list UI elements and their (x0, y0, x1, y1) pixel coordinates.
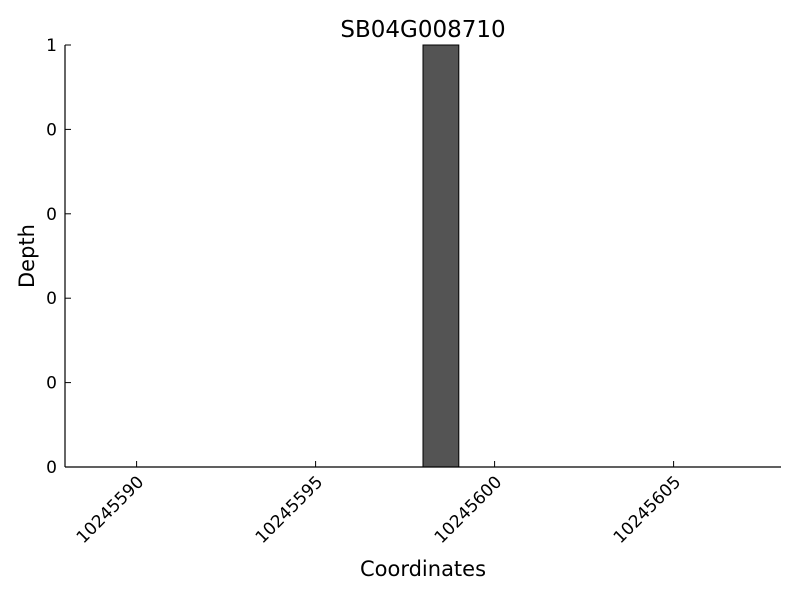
y-tick-label: 0 (46, 374, 57, 394)
y-tick-label: 0 (46, 120, 57, 140)
chart-title: SB04G008710 (340, 17, 505, 43)
y-tick-label: 0 (46, 289, 57, 309)
y-tick-label: 0 (46, 458, 57, 478)
y-axis-label: Depth (15, 224, 39, 288)
x-tick-label: 10245590 (73, 472, 148, 547)
x-tick-label: 10245600 (431, 472, 506, 547)
y-tick-label: 0 (46, 205, 57, 225)
x-tick-label: 10245605 (610, 472, 685, 547)
x-tick-label: 10245595 (252, 472, 327, 547)
x-axis-label: Coordinates (360, 557, 486, 581)
y-tick-label: 1 (46, 36, 57, 56)
bar-0 (422, 44, 460, 468)
